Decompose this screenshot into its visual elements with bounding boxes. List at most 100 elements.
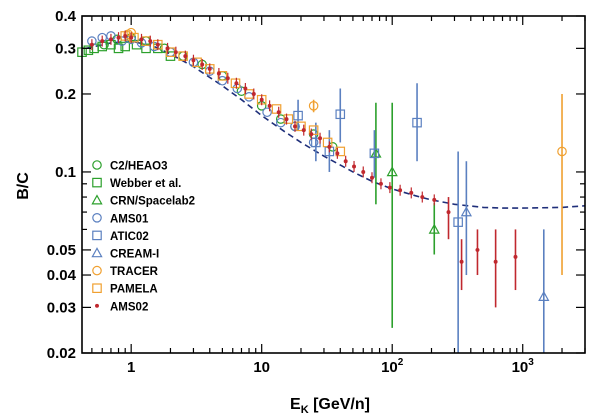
data-point <box>293 124 297 129</box>
data-point <box>271 104 282 114</box>
data-point <box>335 146 346 157</box>
y-tick-label: 0.3 <box>55 40 76 57</box>
y-tick-label: 0.1 <box>55 164 76 181</box>
data-point <box>369 148 380 159</box>
data-point <box>460 206 473 217</box>
series-c2-heao3 <box>99 32 338 152</box>
data-point <box>432 197 437 202</box>
series-atic02 <box>293 83 463 353</box>
legend-entry: Webber et al. <box>92 177 181 190</box>
legend-label: CRN/Spacelab2 <box>110 196 195 208</box>
legend-entry: CRN/Spacelab2 <box>91 194 195 208</box>
legend-label: C2/HEAO3 <box>110 161 168 173</box>
legend-label: Webber et al. <box>110 178 181 190</box>
data-point <box>308 101 319 111</box>
data-point <box>335 109 346 120</box>
data-point <box>120 41 131 52</box>
legend-label: ATIC02 <box>110 231 149 243</box>
data-point <box>173 50 178 55</box>
legend-label: AMS01 <box>110 213 149 225</box>
data-point <box>318 136 323 141</box>
x-tick-label: 102 <box>381 357 404 376</box>
data-point <box>352 164 357 169</box>
data-point <box>327 144 332 149</box>
data-point <box>459 259 464 264</box>
data-point <box>259 97 264 102</box>
legend-label: AMS02 <box>110 301 148 313</box>
data-point <box>207 66 212 71</box>
data-point <box>493 259 498 264</box>
y-axis-title: B/C <box>15 172 32 200</box>
y-tick-label: 0.04 <box>47 267 77 284</box>
data-point <box>386 166 398 177</box>
data-point <box>217 75 228 86</box>
data-point <box>148 39 153 44</box>
data-point <box>117 36 127 46</box>
data-point <box>275 117 286 128</box>
data-point <box>409 190 414 195</box>
legend-marker <box>92 177 102 188</box>
data-point <box>361 169 366 174</box>
x-tick-label: 103 <box>512 357 535 376</box>
series-tracer <box>123 27 567 276</box>
data-point <box>116 35 121 40</box>
data-point <box>230 78 241 89</box>
data-point <box>139 37 144 42</box>
data-point <box>538 290 550 301</box>
data-point <box>165 46 170 51</box>
data-point <box>262 107 272 118</box>
legend-entry: PAMELA <box>92 283 158 296</box>
data-point <box>234 81 239 86</box>
data-point <box>387 185 392 190</box>
legend-marker <box>92 283 102 293</box>
data-point <box>446 210 451 215</box>
axis-ticks: 1 10 102 103 0.02 0.03 0.04 0.05 0.1 0.2 0.3 0.4 <box>47 8 586 376</box>
legend-marker <box>92 265 102 276</box>
data-point <box>284 117 289 122</box>
data-point <box>217 71 228 81</box>
data-point <box>155 42 160 47</box>
legend-label: CREAM-I <box>110 249 159 261</box>
y-tick-label: 0.03 <box>47 299 76 316</box>
x-tick-label: 10 <box>253 359 270 376</box>
data-point <box>370 175 374 180</box>
data-point <box>301 128 306 133</box>
data-point <box>183 54 188 59</box>
y-tick-label: 0.02 <box>47 345 76 362</box>
legend: C2/HEAO3 Webber et al. CRN/Spacelab2 AMS01 A… <box>91 160 195 313</box>
data-point <box>276 110 281 115</box>
legend-entry: AMS02 <box>95 301 148 313</box>
legend-marker <box>92 213 102 223</box>
series-crn-spacelab2 <box>370 102 440 328</box>
data-point <box>420 195 425 200</box>
data-point <box>475 247 480 252</box>
data-point <box>308 125 319 135</box>
data-point <box>83 45 94 56</box>
data-point <box>293 110 303 121</box>
data-point <box>225 76 230 81</box>
data-point <box>283 114 294 124</box>
data-point <box>129 35 134 40</box>
model-curve-layer <box>85 40 586 209</box>
series-ams02 <box>89 30 518 308</box>
data-point <box>513 254 518 259</box>
legend-marker <box>91 247 103 258</box>
model-curve <box>85 40 586 209</box>
y-tick-label: 0.4 <box>55 8 77 25</box>
data-point <box>267 103 272 108</box>
data-point <box>251 91 256 96</box>
series-cream-i <box>460 161 550 353</box>
data-point <box>191 58 196 63</box>
data-point <box>131 39 142 50</box>
data-point <box>100 39 105 44</box>
legend-entry: ATIC02 <box>92 230 149 243</box>
legend-entry: C2/HEAO3 <box>92 160 168 173</box>
data-point <box>243 86 248 91</box>
y-tick-label: 0.2 <box>55 86 76 103</box>
data-points-layer <box>77 27 567 353</box>
legend-label: TRACER <box>110 266 159 278</box>
data-point <box>309 132 314 137</box>
legend-entry: CREAM-I <box>91 247 159 261</box>
legend-label: PAMELA <box>110 284 158 296</box>
